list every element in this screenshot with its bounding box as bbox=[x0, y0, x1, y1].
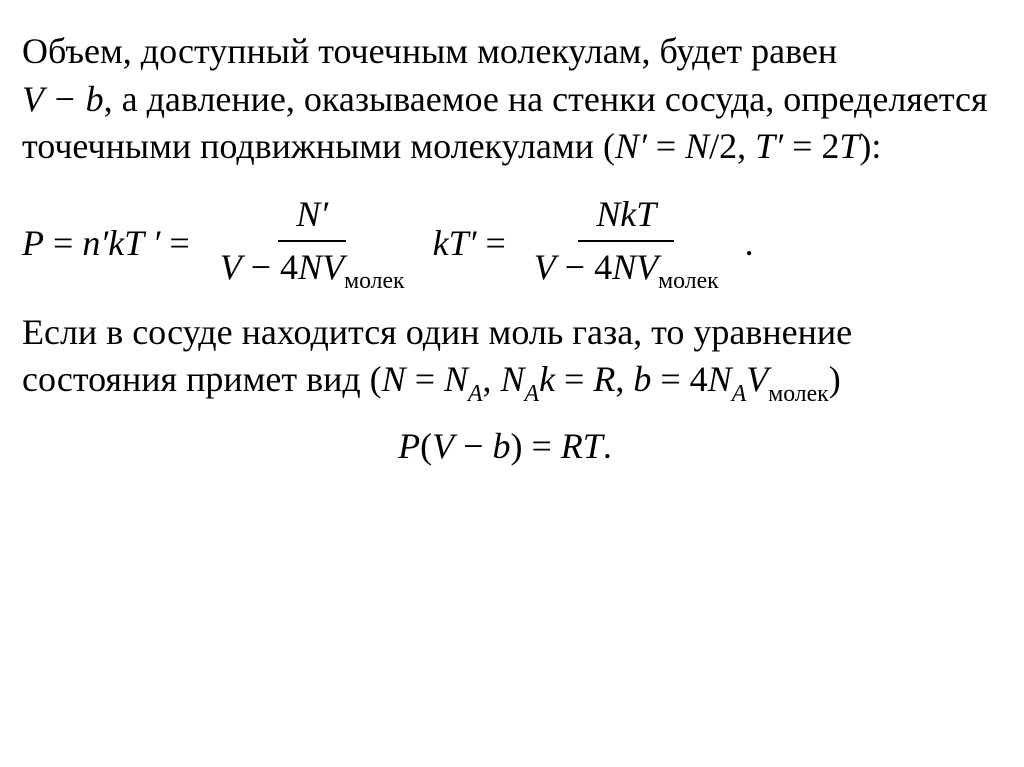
final-open: ( bbox=[420, 426, 432, 466]
frac1-den-V: V bbox=[220, 247, 242, 287]
p2-eq4: = 4 bbox=[651, 359, 707, 399]
final-R: R bbox=[561, 426, 583, 466]
final-P: P bbox=[398, 426, 420, 466]
frac1-den-V2: V bbox=[322, 247, 344, 287]
eq-sign-1: = bbox=[44, 223, 82, 263]
p2-comma2: , bbox=[615, 359, 633, 399]
p2-b: b bbox=[633, 359, 651, 399]
p2-NAk-k: k bbox=[539, 359, 555, 399]
eq-sign-2: = bbox=[160, 223, 189, 263]
frac2-den-V2: V bbox=[636, 247, 658, 287]
paragraph-2: Если в сосуде находится один моль газа, … bbox=[22, 309, 988, 409]
p1-text-1: Объем, доступный точечным молекулам, буд… bbox=[22, 31, 837, 71]
p2-close: ) bbox=[829, 359, 841, 399]
p1-eq2: = 2 bbox=[783, 126, 839, 166]
frac2-num: NkT bbox=[578, 189, 674, 243]
final-period: . bbox=[603, 426, 612, 466]
mid-k: k bbox=[433, 223, 449, 263]
frac1-den-sub: молек bbox=[344, 268, 405, 294]
sym-k: k bbox=[108, 223, 124, 263]
p2-eqR-pre: = bbox=[564, 359, 593, 399]
sym-T: T bbox=[839, 126, 859, 166]
sym-nprime: n′ bbox=[82, 223, 108, 263]
p1-close: ): bbox=[859, 126, 881, 166]
p2-NAk-sub: A bbox=[525, 381, 540, 407]
final-V: V bbox=[432, 426, 454, 466]
p2-NAk-N: N bbox=[501, 359, 525, 399]
p2-sub-molek: молек bbox=[768, 381, 829, 407]
final-T: T bbox=[583, 426, 603, 466]
frac1-den: V − 4NVмолек bbox=[202, 242, 423, 299]
sym-minus: − bbox=[43, 79, 85, 119]
paragraph-1: Объем, доступный точечным молекулам, буд… bbox=[22, 28, 988, 171]
p1-eq1: = bbox=[647, 126, 685, 166]
frac2-den-N: N bbox=[612, 247, 636, 287]
frac2-num-T: T bbox=[636, 194, 656, 234]
p2-eq: = bbox=[406, 359, 444, 399]
final-equation: P(V − b) = RT. bbox=[22, 423, 988, 471]
p1-over2: /2, bbox=[709, 126, 755, 166]
eq-period: . bbox=[745, 220, 754, 268]
frac1-num-N: N′ bbox=[296, 194, 328, 234]
sym-b: b bbox=[86, 79, 104, 119]
frac2-den-minus: − 4 bbox=[556, 247, 612, 287]
p2-NA: N bbox=[444, 359, 468, 399]
frac2-den-sub: молек bbox=[658, 268, 719, 294]
p2-comma: , bbox=[483, 359, 501, 399]
p2-R: R bbox=[593, 359, 615, 399]
final-b: b bbox=[492, 426, 510, 466]
final-minus: − bbox=[454, 426, 492, 466]
sym-P: P bbox=[22, 223, 44, 263]
sym-Nprime: N′ bbox=[615, 126, 647, 166]
eq-lhs: P = n′kT ′ = bbox=[22, 220, 190, 268]
fraction-2: NkT V − 4NVмолек bbox=[516, 189, 737, 299]
p2-subA2: A bbox=[732, 381, 747, 407]
sym-Tp: T ′ bbox=[124, 223, 160, 263]
display-equation: P = n′kT ′ = N′ V − 4NVмолек kT′ = NkT V… bbox=[22, 189, 988, 299]
sym-V: V bbox=[22, 79, 43, 119]
mid-Tprime: T′ bbox=[449, 223, 477, 263]
frac1-num: N′ bbox=[278, 189, 346, 243]
frac2-num-N: N bbox=[596, 194, 620, 234]
frac1-den-minus: − 4 bbox=[242, 247, 298, 287]
eq-middle: kT′ = bbox=[433, 220, 506, 268]
final-eq: = bbox=[522, 426, 560, 466]
document-page: Объем, доступный точечным молекулам, буд… bbox=[0, 0, 1024, 470]
sym-N: N bbox=[685, 126, 709, 166]
sym-Tprime: T′ bbox=[755, 126, 783, 166]
frac2-num-k: k bbox=[620, 194, 636, 234]
frac2-den-V: V bbox=[534, 247, 556, 287]
final-close: ) bbox=[510, 426, 522, 466]
p2-Vm: V bbox=[746, 359, 768, 399]
eq-sign-3: = bbox=[476, 223, 505, 263]
fraction-1: N′ V − 4NVмолек bbox=[202, 189, 423, 299]
p2-N: N bbox=[382, 359, 406, 399]
p2-NA2: N bbox=[708, 359, 732, 399]
inline-expr-vb: V − b bbox=[22, 79, 104, 119]
frac2-den: V − 4NVмолек bbox=[516, 242, 737, 299]
frac1-den-N: N bbox=[298, 247, 322, 287]
p2-subA: A bbox=[468, 381, 483, 407]
